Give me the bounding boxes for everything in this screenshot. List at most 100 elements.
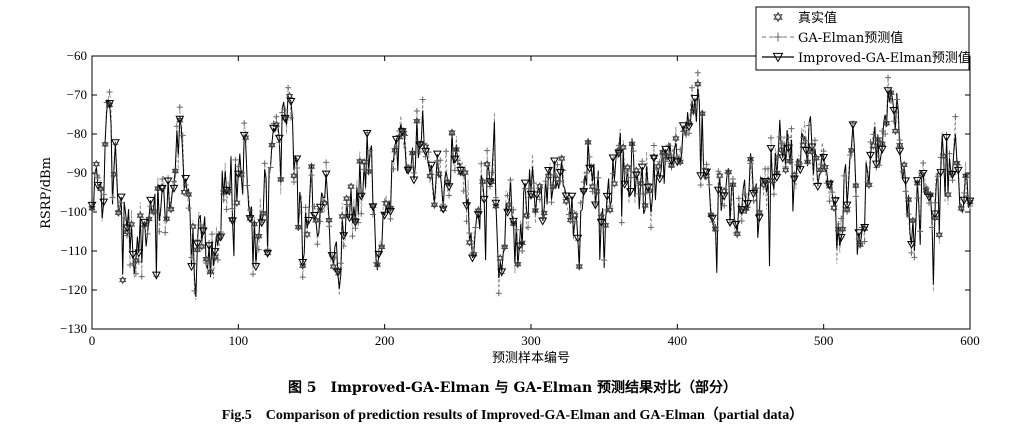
improved-point (842, 201, 852, 210)
improved-point (772, 173, 782, 182)
y-tick-label: −80 (67, 126, 87, 141)
ga-elman-point (302, 204, 309, 211)
improved-point (87, 201, 97, 210)
improved-point (608, 154, 618, 163)
true-value-point (918, 170, 926, 179)
true-value-point (316, 206, 324, 215)
ga-elman-point (492, 194, 499, 201)
true-value-point (575, 262, 583, 271)
true-value-point (255, 231, 263, 241)
ga-elman-point (91, 170, 98, 177)
true-value-point (250, 219, 259, 229)
ga-elman-point (721, 202, 728, 209)
improved-point (854, 229, 864, 238)
true-value-point (606, 205, 614, 215)
true-value-point (307, 162, 316, 171)
improved-point (286, 97, 296, 107)
improved-point (801, 147, 811, 156)
improved-point (555, 169, 565, 178)
improved-point (456, 167, 466, 176)
ga-elman-point (159, 176, 166, 183)
ga-elman-point (767, 134, 774, 141)
ga-elman-point (800, 134, 807, 141)
improved-point (116, 193, 126, 202)
true-value-point (448, 128, 456, 137)
improved-point (175, 115, 185, 124)
improved-point (415, 141, 425, 150)
ga-elman-point (706, 181, 713, 188)
ga-elman-point (285, 84, 292, 91)
legend-item-ga-elman: GA-Elman预测值 (762, 30, 903, 46)
true-value-point (852, 181, 860, 190)
ga-elman-point (601, 257, 608, 264)
improved-point (549, 157, 559, 166)
ga-elman-point (811, 137, 818, 144)
ga-elman-point (861, 238, 868, 245)
improved-point (233, 170, 243, 179)
improved-point (444, 183, 454, 192)
ga-elman-point (478, 160, 485, 167)
x-tick-label: 500 (814, 333, 834, 348)
improved-point (959, 196, 969, 205)
true-value-point (299, 261, 307, 270)
ga-elman-point (577, 199, 584, 206)
true-value-point (896, 141, 904, 150)
ga-elman-point (803, 137, 810, 144)
true-value-point (768, 176, 777, 186)
true-value-point (501, 242, 509, 252)
improved-point (889, 107, 899, 116)
ga-elman-point (121, 215, 128, 222)
improved-point (743, 200, 753, 209)
ga-elman-point (460, 187, 467, 194)
true-value-point (162, 214, 171, 223)
ga-elman-point (299, 274, 306, 281)
improved-point (280, 115, 290, 124)
improved-point (672, 158, 682, 167)
improved-point (579, 188, 589, 197)
true-value-point (430, 200, 439, 210)
true-value-point (659, 148, 667, 157)
improved-point (327, 252, 337, 261)
improved-point (912, 177, 922, 186)
ga-elman-point (223, 206, 230, 213)
true-value-point (303, 230, 311, 239)
improved-point (403, 166, 413, 175)
ga-elman-point (530, 180, 537, 187)
true-value-point (610, 179, 619, 188)
ga-elman-point (513, 226, 520, 233)
improved-point (140, 218, 150, 227)
improved-point (719, 192, 729, 201)
improved-point (947, 170, 957, 179)
true-value-point (685, 119, 693, 128)
true-value-point (149, 207, 158, 216)
true-value-point (347, 182, 355, 191)
ga-elman-point (489, 169, 496, 176)
true-value-point (593, 187, 601, 196)
true-value-point (584, 138, 592, 147)
ga-elman-point (472, 224, 479, 231)
improved-point (708, 214, 717, 223)
improved-point (134, 249, 144, 258)
ga-elman-point (931, 199, 938, 206)
improved-point (848, 121, 858, 130)
legend-symbol-improved (772, 52, 784, 63)
ga-elman-point (551, 171, 558, 178)
improved-point (836, 234, 846, 243)
true-value-point (777, 145, 785, 154)
improved-point (204, 242, 214, 251)
improved-point (468, 254, 477, 263)
true-value-point (224, 186, 232, 195)
improved-point (432, 150, 442, 159)
improved-point (251, 263, 261, 272)
ga-elman-point (519, 248, 526, 255)
ga-elman-point (261, 160, 268, 167)
ga-elman-point (525, 224, 532, 231)
improved-point (438, 205, 448, 214)
improved-point (146, 196, 155, 205)
improved-point (936, 169, 946, 178)
improved-point (257, 219, 267, 228)
true-value-point (198, 242, 206, 251)
ga-elman-point (548, 199, 555, 206)
ga-elman-point (504, 192, 511, 199)
true-value-point (413, 116, 421, 126)
